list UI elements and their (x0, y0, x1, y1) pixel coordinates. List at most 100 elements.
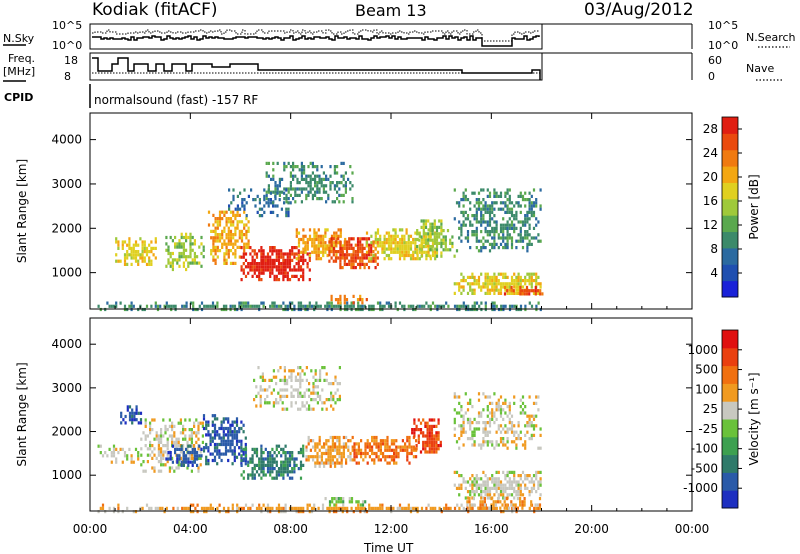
range-cell (191, 261, 194, 265)
range-cell (422, 434, 425, 438)
range-cell (495, 230, 498, 234)
range-cell (519, 275, 522, 279)
range-cell (284, 510, 287, 514)
range-cell (191, 258, 194, 262)
range-cell (313, 247, 316, 251)
range-cell (343, 298, 346, 302)
range-cell (525, 292, 529, 296)
range-cell (258, 265, 261, 269)
range-cell (225, 245, 228, 249)
range-cell (240, 236, 244, 240)
range-cell (205, 423, 208, 427)
range-cell (493, 246, 496, 250)
range-cell (325, 200, 328, 204)
range-cell (317, 228, 320, 232)
range-cell (473, 417, 476, 421)
range-cell (488, 496, 492, 500)
range-cell (460, 474, 463, 478)
y-tick-label: 1000 (51, 468, 82, 482)
range-cell (464, 496, 467, 500)
range-cell (530, 210, 533, 214)
range-cell (458, 411, 461, 415)
range-cell (286, 258, 289, 262)
range-cell (480, 493, 483, 497)
range-cell (308, 304, 311, 308)
range-cell (269, 201, 272, 205)
range-cell (532, 427, 536, 431)
range-cell (488, 217, 492, 221)
range-cell (528, 437, 531, 441)
range-cell (266, 258, 270, 262)
range-cell (271, 271, 274, 275)
range-cell (247, 506, 250, 510)
range-cell (267, 198, 270, 202)
range-cell (277, 401, 280, 405)
range-cell (232, 242, 235, 246)
range-cell (493, 226, 496, 230)
range-cell (460, 272, 463, 276)
range-cell (433, 424, 436, 428)
range-cell (521, 493, 525, 497)
range-cell (357, 304, 360, 308)
y-axis-title: Slant Range [km] (15, 362, 29, 466)
range-cell (442, 235, 445, 239)
range-cell (297, 391, 300, 395)
range-cell (387, 234, 391, 238)
range-cell (299, 255, 303, 259)
range-cell (499, 272, 503, 276)
range-cell (384, 455, 387, 459)
range-cell (259, 388, 262, 392)
range-cell (169, 235, 172, 240)
range-cell (486, 480, 489, 484)
range-cell (488, 275, 492, 279)
range-cell (165, 506, 168, 510)
range-cell (438, 235, 441, 239)
range-cell (225, 223, 228, 227)
range-cell (376, 301, 380, 305)
range-cell (460, 486, 463, 490)
range-cell (177, 466, 180, 470)
range-cell (227, 417, 230, 421)
range-cell (144, 418, 147, 422)
range-cell (283, 197, 286, 201)
range-cell (469, 477, 472, 481)
range-cell (274, 204, 277, 208)
range-cell (504, 411, 507, 415)
range-cell (460, 223, 463, 227)
range-cell (290, 372, 293, 376)
range-cell (517, 421, 520, 425)
range-cell (492, 500, 495, 504)
range-cell (282, 271, 285, 275)
range-cell (280, 454, 283, 458)
range-cell (311, 250, 314, 254)
nsearch-tick-low: 10^0 (708, 39, 738, 52)
range-cell (486, 443, 489, 447)
range-cell (519, 230, 522, 234)
range-cell (524, 217, 527, 221)
range-cell (283, 165, 286, 169)
range-cell (510, 291, 514, 295)
range-cell (361, 500, 365, 504)
range-cell (376, 262, 379, 266)
range-cell (340, 455, 343, 459)
range-cell (176, 454, 179, 458)
range-cell (458, 506, 461, 510)
range-cell (424, 225, 428, 229)
range-cell (488, 506, 491, 510)
range-cell (504, 490, 507, 494)
range-cell (473, 214, 476, 218)
range-cell (458, 474, 461, 478)
range-cell (526, 214, 529, 218)
range-cell (321, 388, 324, 392)
range-cell (495, 242, 498, 246)
range-cell (128, 246, 131, 250)
range-cell (499, 437, 503, 441)
range-cell (297, 262, 300, 266)
range-cell (381, 247, 384, 251)
range-cell (506, 226, 509, 230)
range-cell (185, 506, 188, 510)
range-cell (232, 210, 235, 214)
range-cell (342, 445, 345, 449)
range-cell (188, 453, 191, 457)
range-cell (471, 486, 474, 490)
